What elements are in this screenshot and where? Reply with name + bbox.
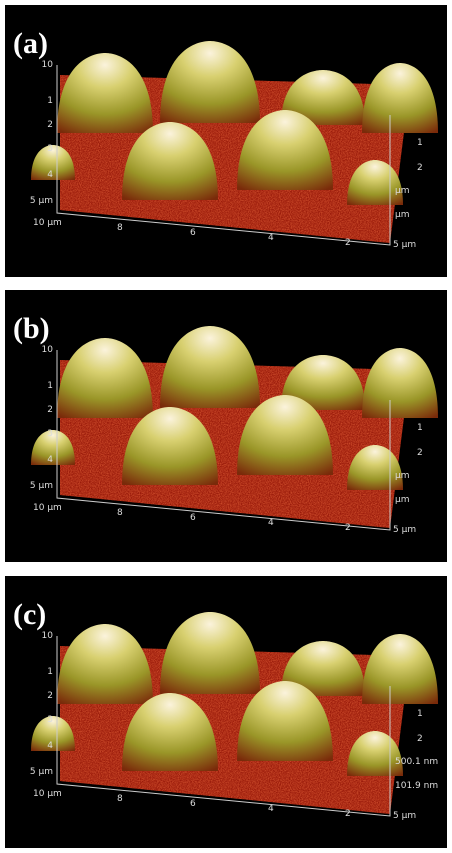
figure: (a)1012345 µm10 µm86425 µm12µmµm(b)10123…: [0, 0, 452, 853]
right-tick-label: 101.9 nm: [395, 781, 438, 791]
bottom-tick-label: 2: [345, 238, 351, 248]
right-tick-label: 1: [417, 423, 423, 433]
right-tick-label: 1: [417, 709, 423, 719]
left-tick-label: 1: [47, 381, 53, 391]
bottom-tick-label: 8: [117, 508, 123, 518]
bottom-tick-label: 5 µm: [393, 811, 416, 821]
bottom-tick-label: 5 µm: [393, 240, 416, 250]
right-tick-label: 2: [417, 163, 423, 173]
left-tick-label: 10: [42, 60, 54, 70]
bottom-tick-label: 10 µm: [33, 218, 62, 228]
right-tick-label: 2: [417, 734, 423, 744]
panel: (a)10 1 2 3 4 5 µm 10 µm 8 6 4 2 5 µm 1 2 µm µm: [5, 5, 447, 277]
right-tick-label: 500.1 nm: [395, 757, 438, 767]
bottom-tick-label: 4: [268, 518, 274, 528]
bottom-tick-label: 2: [345, 523, 351, 533]
left-tick-label: 1: [47, 667, 53, 677]
left-tick-label: 2: [47, 405, 53, 415]
left-tick-label: 10: [42, 345, 54, 355]
right-tick-label: µm: [395, 495, 410, 505]
panel: (b)10 1 2 3 4 5 µm 10 µm 8 6 4 2 5 µm 1 2 µm µm: [5, 290, 447, 562]
bottom-tick-label: 5 µm: [393, 525, 416, 535]
right-tick-label: µm: [395, 471, 410, 481]
bottom-tick-label: 6: [190, 513, 196, 523]
bottom-tick-label: 10 µm: [33, 503, 62, 513]
left-tick-label: 5 µm: [30, 196, 53, 206]
bottom-tick-label: 2: [345, 809, 351, 819]
right-tick-label: µm: [395, 186, 410, 196]
left-tick-label: 2: [47, 691, 53, 701]
right-tick-label: 1: [417, 138, 423, 148]
left-tick-label: 3: [47, 715, 53, 725]
left-tick-label: 3: [47, 429, 53, 439]
left-tick-label: 5 µm: [30, 767, 53, 777]
panel: (c)10 1 2 3 4 5 µm 10 µm 8 6 4 2 5 µm 1 2 500.1 nm 101.…: [5, 576, 447, 848]
bottom-tick-label: 4: [268, 233, 274, 243]
left-tick-label: 10: [42, 631, 54, 641]
panel-label: (a): [13, 27, 48, 60]
left-tick-label: 4: [47, 455, 53, 465]
left-tick-label: 1: [47, 96, 53, 106]
bottom-tick-label: 6: [190, 228, 196, 238]
left-tick-label: 5 µm: [30, 481, 53, 491]
bottom-tick-label: 8: [117, 223, 123, 233]
bottom-tick-label: 6: [190, 799, 196, 809]
left-tick-label: 4: [47, 170, 53, 180]
right-tick-label: µm: [395, 210, 410, 220]
panel-label: (c): [13, 598, 46, 631]
bottom-tick-label: 10 µm: [33, 789, 62, 799]
left-tick-label: 3: [47, 144, 53, 154]
bottom-tick-label: 4: [268, 804, 274, 814]
right-tick-label: 2: [417, 448, 423, 458]
left-tick-label: 2: [47, 120, 53, 130]
bottom-tick-label: 8: [117, 794, 123, 804]
panel-label: (b): [13, 312, 50, 345]
left-tick-label: 4: [47, 741, 53, 751]
